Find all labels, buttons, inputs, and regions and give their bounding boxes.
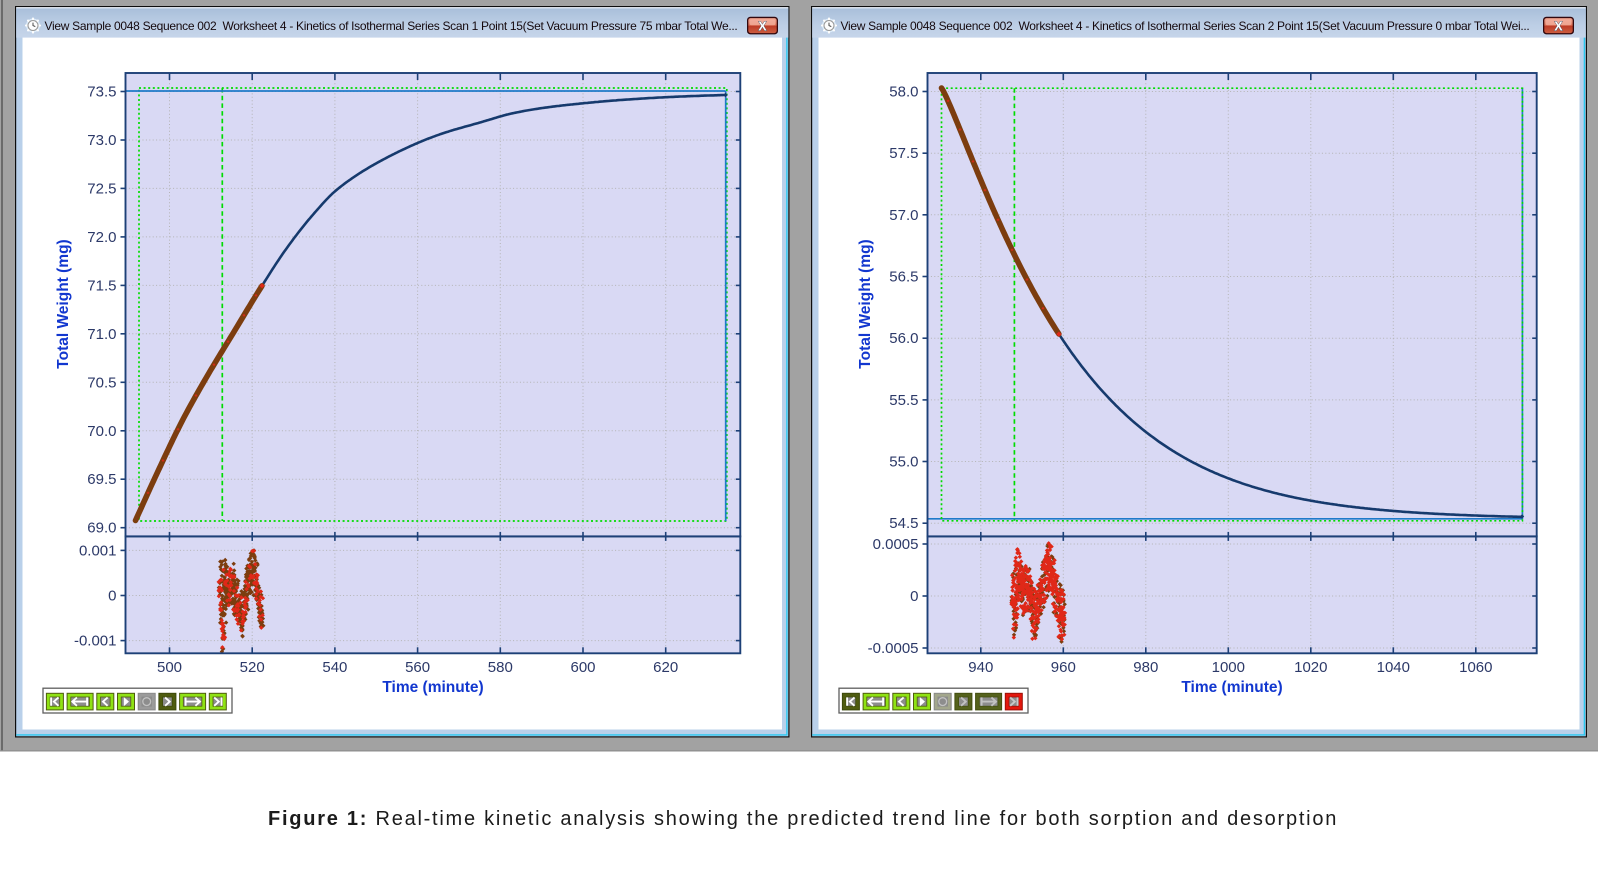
svg-text:70.5: 70.5: [87, 374, 116, 391]
svg-text:73.0: 73.0: [87, 132, 116, 149]
svg-text:940: 940: [968, 659, 993, 676]
svg-text:57.5: 57.5: [889, 145, 918, 162]
svg-text:1020: 1020: [1294, 659, 1327, 676]
svg-text:0.0005: 0.0005: [873, 536, 919, 553]
svg-text:55.0: 55.0: [889, 454, 918, 471]
svg-text:980: 980: [1133, 659, 1158, 676]
svg-text:520: 520: [240, 659, 265, 676]
svg-text:72.0: 72.0: [87, 229, 116, 246]
svg-text:Total Weight (mg): Total Weight (mg): [55, 239, 72, 368]
svg-text:View Sample 0048 Sequence 002: View Sample 0048 Sequence 002 Worksheet …: [45, 19, 738, 33]
svg-text:580: 580: [488, 659, 513, 676]
svg-text:56.5: 56.5: [889, 269, 918, 286]
svg-text:Total Weight (mg): Total Weight (mg): [857, 239, 874, 368]
svg-text:View Sample 0048 Sequence 002: View Sample 0048 Sequence 002 Worksheet …: [841, 19, 1530, 33]
svg-text:-0.001: -0.001: [74, 633, 117, 650]
svg-text:57.0: 57.0: [889, 207, 918, 224]
svg-text:72.5: 72.5: [87, 180, 116, 197]
svg-text:69.5: 69.5: [87, 471, 116, 488]
svg-text:58.0: 58.0: [889, 84, 918, 101]
svg-text:X: X: [758, 19, 767, 33]
svg-text:560: 560: [405, 659, 430, 676]
svg-text:600: 600: [570, 659, 595, 676]
svg-text:Time (minute): Time (minute): [1181, 679, 1282, 696]
svg-text:73.5: 73.5: [87, 84, 116, 101]
svg-text:71.5: 71.5: [87, 277, 116, 294]
svg-text:-0.0005: -0.0005: [868, 640, 919, 657]
svg-text:71.0: 71.0: [87, 326, 116, 343]
svg-text:0: 0: [108, 588, 116, 605]
svg-text:1060: 1060: [1459, 659, 1492, 676]
svg-text:540: 540: [322, 659, 347, 676]
svg-text:69.0: 69.0: [87, 520, 116, 537]
svg-text:0: 0: [910, 588, 918, 605]
svg-text:0.001: 0.001: [79, 542, 117, 559]
svg-text:1000: 1000: [1212, 659, 1245, 676]
svg-text:Figure 1: Real-time kinetic an: Figure 1: Real-time kinetic analysis sho…: [268, 808, 1338, 830]
svg-text:960: 960: [1051, 659, 1076, 676]
svg-text:54.5: 54.5: [889, 515, 918, 532]
svg-text:55.5: 55.5: [889, 392, 918, 409]
svg-text:Time (minute): Time (minute): [382, 679, 483, 696]
svg-text:1040: 1040: [1377, 659, 1410, 676]
svg-text:70.0: 70.0: [87, 423, 116, 440]
svg-text:56.0: 56.0: [889, 330, 918, 347]
svg-text:500: 500: [157, 659, 182, 676]
svg-text:620: 620: [653, 659, 678, 676]
svg-text:X: X: [1554, 19, 1563, 33]
